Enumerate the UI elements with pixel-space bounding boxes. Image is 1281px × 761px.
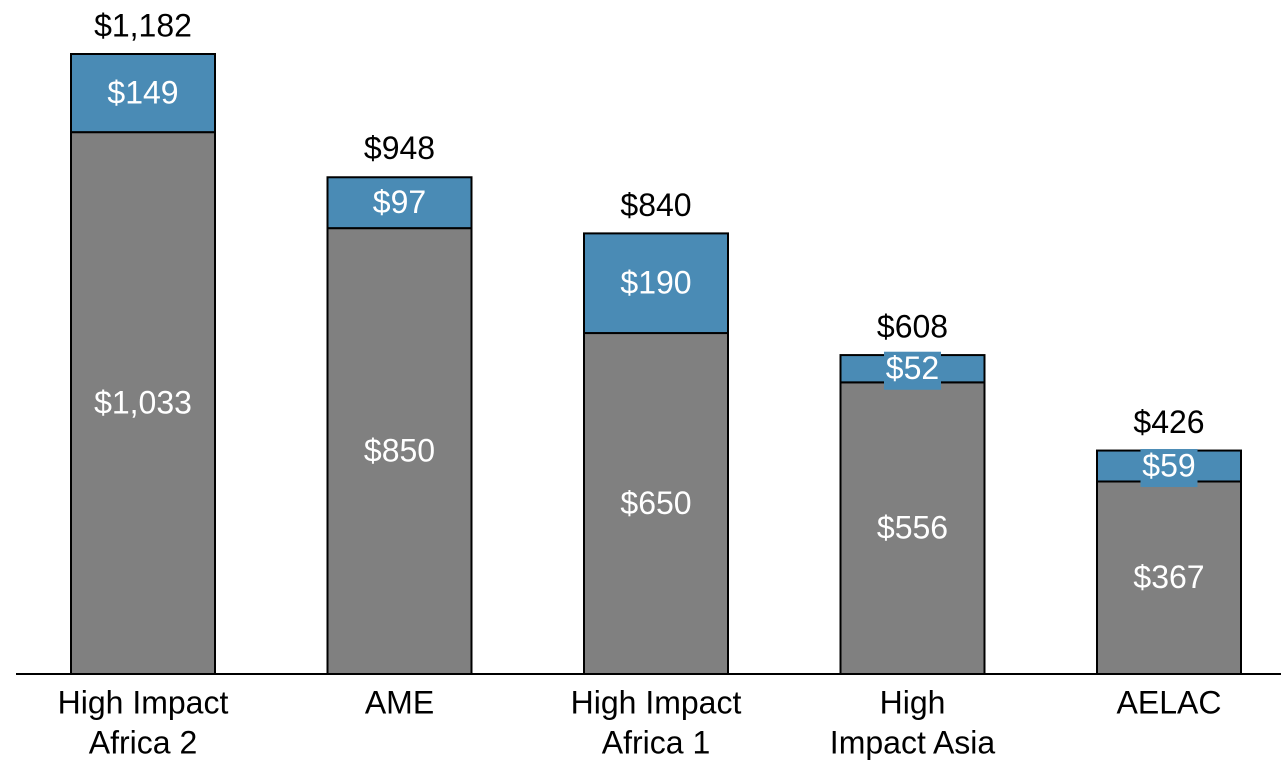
value-label-background xyxy=(884,351,941,390)
bar-segment-top xyxy=(583,232,729,335)
value-label: $850 xyxy=(364,433,435,469)
value-label: $1,033 xyxy=(94,385,192,421)
bar-segment-top xyxy=(70,53,216,134)
total-label: $1,182 xyxy=(94,7,192,43)
bar-segment-base xyxy=(70,131,216,676)
category-label: High Impact xyxy=(571,684,742,720)
category-label: Impact Asia xyxy=(830,724,996,760)
category-label: AELAC xyxy=(1117,684,1222,720)
value-label: $59 xyxy=(1142,447,1195,483)
value-label: $556 xyxy=(877,510,948,546)
total-label: $840 xyxy=(620,187,691,223)
category-label: AME xyxy=(365,684,434,720)
value-label: $650 xyxy=(620,485,691,521)
value-label: $190 xyxy=(620,265,691,301)
value-label: $367 xyxy=(1133,559,1204,595)
value-label: $149 xyxy=(107,75,178,111)
total-label: $608 xyxy=(877,309,948,345)
bar-segment-top xyxy=(326,176,473,230)
category-label: High Impact xyxy=(58,684,229,720)
category-label: Africa 2 xyxy=(89,724,197,760)
total-label: $426 xyxy=(1133,404,1204,440)
labels-group: $1,033 $149 $1,182 High Impact Africa 2 $850 $… xyxy=(58,7,1222,760)
value-label: $97 xyxy=(373,184,426,220)
value-label: $52 xyxy=(886,350,939,386)
value-label-background xyxy=(1140,449,1198,488)
bar-segment-base xyxy=(583,332,729,675)
total-label: $948 xyxy=(364,130,435,166)
category-label: Africa 1 xyxy=(602,724,710,760)
bars-group xyxy=(70,53,1242,676)
category-label: High xyxy=(880,684,946,720)
